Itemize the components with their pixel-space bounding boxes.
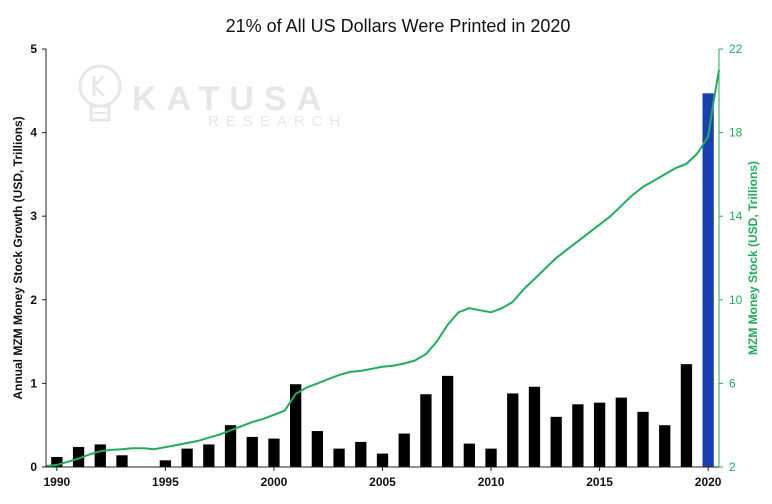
x-tick-label: 1995 <box>152 475 179 489</box>
bar-2001 <box>290 384 302 467</box>
bar-2002 <box>311 431 324 467</box>
y2-tick-label: 2 <box>729 460 736 474</box>
watermark: KATUSA RESEARCH <box>78 64 347 130</box>
bar-1996 <box>181 448 193 467</box>
bar-1997 <box>203 444 215 467</box>
mzm-stock-line <box>45 69 720 467</box>
bar-2012 <box>528 386 541 467</box>
bar-2008 <box>441 375 454 467</box>
bar-2004 <box>355 441 367 467</box>
y2-tick-label: 6 <box>729 376 736 390</box>
bar-1995 <box>159 460 172 467</box>
y2-axis-label: MZM Money Stock (USD, Trillions) <box>746 161 760 355</box>
line-series <box>45 69 720 467</box>
x-tick-label: 2020 <box>695 475 722 489</box>
y-tick-label: 0 <box>30 460 37 474</box>
y2-tick-label: 10 <box>729 293 743 307</box>
bar-1998 <box>224 425 237 467</box>
y2-tick-label: 14 <box>729 209 743 223</box>
bar-2000 <box>268 438 280 467</box>
x-tick-label: 2010 <box>478 475 505 489</box>
x-tick-label: 1990 <box>44 475 71 489</box>
bar-2013 <box>550 416 562 467</box>
x-tick-label: 2015 <box>586 475 613 489</box>
bar-2005 <box>376 453 389 467</box>
watermark-name: KATUSA <box>132 80 331 118</box>
bar-2009 <box>463 443 475 467</box>
bar-2010 <box>485 448 497 467</box>
watermark-sub: RESEARCH <box>208 113 347 130</box>
bar-2016 <box>615 397 627 467</box>
lightbulb-logo-icon <box>78 64 122 122</box>
bar-2014 <box>572 404 584 467</box>
bar-series <box>51 93 714 468</box>
x-tick-label: 2005 <box>369 475 396 489</box>
bar-1990 <box>51 456 63 467</box>
bar-2006 <box>398 433 410 467</box>
bar-2017 <box>637 411 649 467</box>
bar-2003 <box>333 448 345 467</box>
y2-tick-label: 18 <box>729 126 743 140</box>
bar-2007 <box>420 394 432 467</box>
bar-1993 <box>116 455 128 467</box>
y-tick-label: 3 <box>30 209 37 223</box>
y2-tick-label: 22 <box>729 42 743 56</box>
bar-1999 <box>246 436 258 467</box>
chart-title: 21% of All US Dollars Were Printed in 20… <box>226 16 571 36</box>
bar-1991 <box>72 446 85 467</box>
bar-1992 <box>94 444 106 467</box>
bar-2019 <box>680 364 693 467</box>
y-tick-label: 2 <box>30 293 37 307</box>
bar-2015 <box>593 402 606 467</box>
bar-2011 <box>507 393 519 467</box>
y-tick-label: 1 <box>30 376 37 390</box>
y-tick-label: 5 <box>30 42 37 56</box>
bar-2020 <box>702 93 714 468</box>
y-axis-label: Annual MZM Money Stock Growth (USD, Tril… <box>11 116 25 399</box>
axes: 0 1 2 3 4 5 2 6 10 14 18 22 1990 1995 2000 2005 2010 2015… <box>30 42 742 489</box>
x-tick-label: 2000 <box>261 475 288 489</box>
bar-2018 <box>659 425 671 467</box>
y-tick-label: 4 <box>30 126 37 140</box>
